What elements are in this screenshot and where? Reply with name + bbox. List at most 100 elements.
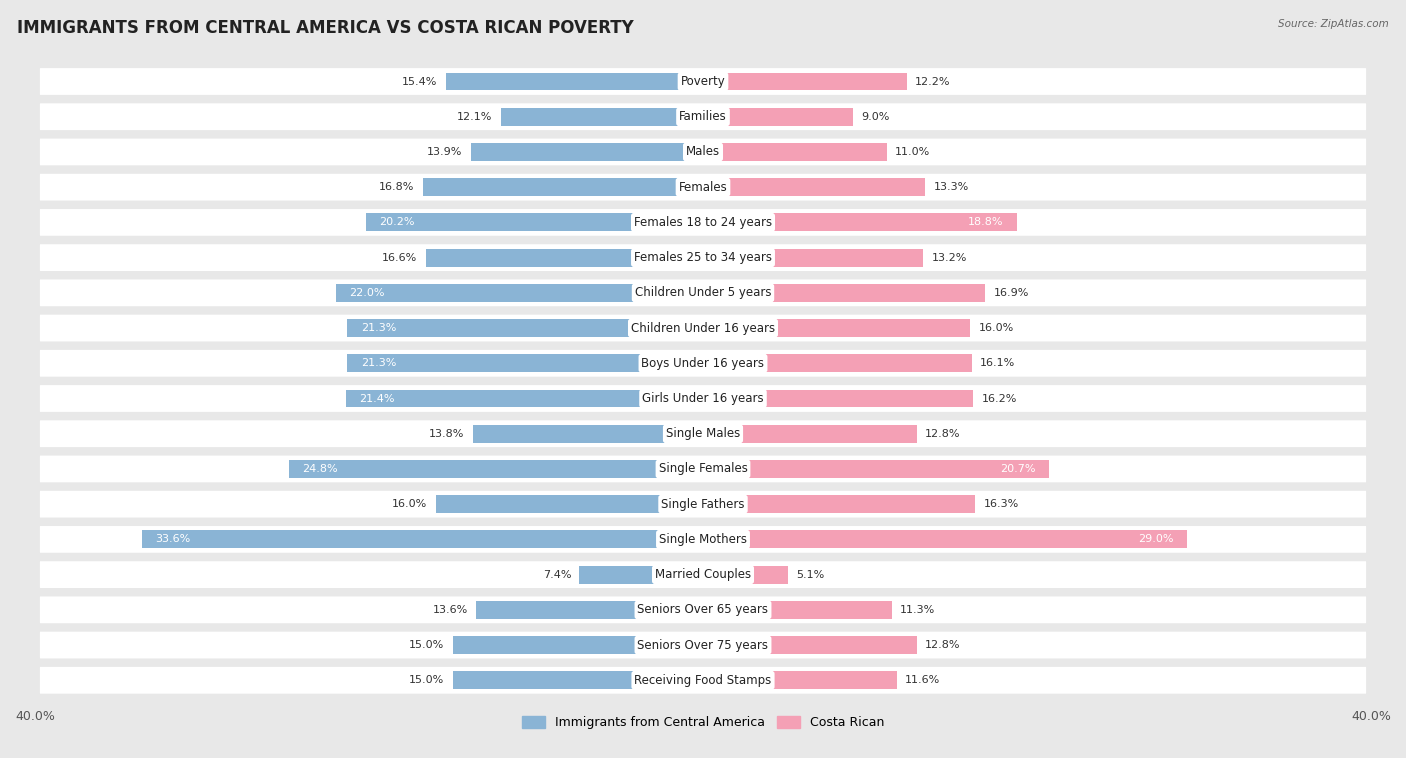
Text: Single Females: Single Females bbox=[658, 462, 748, 475]
Text: Females 25 to 34 years: Females 25 to 34 years bbox=[634, 251, 772, 264]
Text: 16.9%: 16.9% bbox=[994, 288, 1029, 298]
Bar bbox=[336, 284, 703, 302]
Bar bbox=[366, 214, 703, 231]
Text: Girls Under 16 years: Girls Under 16 years bbox=[643, 392, 763, 405]
Bar bbox=[703, 143, 887, 161]
Bar bbox=[703, 565, 789, 584]
Text: Children Under 5 years: Children Under 5 years bbox=[634, 287, 772, 299]
Text: 12.1%: 12.1% bbox=[457, 111, 492, 122]
Text: 12.8%: 12.8% bbox=[925, 640, 960, 650]
Text: 9.0%: 9.0% bbox=[862, 111, 890, 122]
Text: Seniors Over 75 years: Seniors Over 75 years bbox=[637, 638, 769, 652]
Bar bbox=[472, 424, 703, 443]
Bar bbox=[703, 460, 1049, 478]
Text: 16.2%: 16.2% bbox=[981, 393, 1017, 403]
Text: 12.8%: 12.8% bbox=[925, 429, 960, 439]
Text: 5.1%: 5.1% bbox=[796, 569, 825, 580]
Text: 21.4%: 21.4% bbox=[359, 393, 395, 403]
Text: 13.8%: 13.8% bbox=[429, 429, 464, 439]
Text: 13.9%: 13.9% bbox=[427, 147, 463, 157]
Text: 11.0%: 11.0% bbox=[896, 147, 931, 157]
Bar bbox=[453, 636, 703, 654]
Text: 16.6%: 16.6% bbox=[382, 252, 418, 262]
Legend: Immigrants from Central America, Costa Rican: Immigrants from Central America, Costa R… bbox=[517, 711, 889, 735]
Text: Single Mothers: Single Mothers bbox=[659, 533, 747, 546]
Bar bbox=[579, 565, 703, 584]
FancyBboxPatch shape bbox=[39, 280, 1367, 306]
FancyBboxPatch shape bbox=[39, 139, 1367, 165]
Bar bbox=[471, 143, 703, 161]
Text: 15.0%: 15.0% bbox=[409, 675, 444, 685]
Text: Females: Females bbox=[679, 180, 727, 194]
FancyBboxPatch shape bbox=[39, 244, 1367, 271]
Text: Married Couples: Married Couples bbox=[655, 568, 751, 581]
FancyBboxPatch shape bbox=[39, 597, 1367, 623]
Text: 15.4%: 15.4% bbox=[402, 77, 437, 86]
Bar bbox=[703, 108, 853, 126]
Text: 11.6%: 11.6% bbox=[905, 675, 941, 685]
Text: 21.3%: 21.3% bbox=[361, 323, 396, 333]
Text: 29.0%: 29.0% bbox=[1139, 534, 1174, 544]
Text: 11.3%: 11.3% bbox=[900, 605, 935, 615]
Bar bbox=[347, 354, 703, 372]
Text: Source: ZipAtlas.com: Source: ZipAtlas.com bbox=[1278, 19, 1389, 29]
Bar bbox=[703, 636, 917, 654]
FancyBboxPatch shape bbox=[39, 315, 1367, 341]
Text: 20.7%: 20.7% bbox=[1000, 464, 1035, 474]
Bar bbox=[703, 495, 976, 513]
FancyBboxPatch shape bbox=[39, 526, 1367, 553]
Text: Families: Families bbox=[679, 110, 727, 124]
Bar bbox=[426, 249, 703, 267]
Bar bbox=[703, 178, 925, 196]
Text: Males: Males bbox=[686, 146, 720, 158]
Text: 16.0%: 16.0% bbox=[979, 323, 1014, 333]
Bar bbox=[703, 601, 891, 619]
FancyBboxPatch shape bbox=[39, 174, 1367, 201]
Text: 22.0%: 22.0% bbox=[349, 288, 384, 298]
Text: 16.1%: 16.1% bbox=[980, 359, 1015, 368]
Bar bbox=[703, 424, 917, 443]
Bar bbox=[703, 354, 972, 372]
Bar bbox=[703, 214, 1017, 231]
Bar bbox=[347, 319, 703, 337]
FancyBboxPatch shape bbox=[39, 209, 1367, 236]
Text: 33.6%: 33.6% bbox=[155, 534, 191, 544]
Text: 12.2%: 12.2% bbox=[915, 77, 950, 86]
FancyBboxPatch shape bbox=[39, 490, 1367, 518]
Text: Boys Under 16 years: Boys Under 16 years bbox=[641, 357, 765, 370]
Text: 24.8%: 24.8% bbox=[302, 464, 337, 474]
Text: 21.3%: 21.3% bbox=[361, 359, 396, 368]
FancyBboxPatch shape bbox=[39, 350, 1367, 377]
Bar bbox=[703, 249, 924, 267]
FancyBboxPatch shape bbox=[39, 421, 1367, 447]
Text: Receiving Food Stamps: Receiving Food Stamps bbox=[634, 674, 772, 687]
Text: Single Fathers: Single Fathers bbox=[661, 498, 745, 511]
FancyBboxPatch shape bbox=[39, 103, 1367, 130]
Bar bbox=[703, 284, 986, 302]
Bar bbox=[446, 73, 703, 90]
Bar bbox=[501, 108, 703, 126]
Text: Single Males: Single Males bbox=[666, 428, 740, 440]
Bar bbox=[436, 495, 703, 513]
Bar bbox=[703, 319, 970, 337]
Text: 16.3%: 16.3% bbox=[983, 500, 1019, 509]
Bar bbox=[703, 390, 973, 408]
Bar bbox=[475, 601, 703, 619]
FancyBboxPatch shape bbox=[39, 631, 1367, 659]
Bar bbox=[703, 531, 1187, 548]
Text: Children Under 16 years: Children Under 16 years bbox=[631, 321, 775, 334]
Text: 20.2%: 20.2% bbox=[380, 218, 415, 227]
Text: 7.4%: 7.4% bbox=[543, 569, 571, 580]
Text: IMMIGRANTS FROM CENTRAL AMERICA VS COSTA RICAN POVERTY: IMMIGRANTS FROM CENTRAL AMERICA VS COSTA… bbox=[17, 19, 634, 37]
Bar bbox=[422, 178, 703, 196]
Text: 15.0%: 15.0% bbox=[409, 640, 444, 650]
Bar bbox=[703, 672, 897, 689]
Text: Seniors Over 65 years: Seniors Over 65 years bbox=[637, 603, 769, 616]
Bar bbox=[453, 672, 703, 689]
FancyBboxPatch shape bbox=[39, 667, 1367, 694]
Text: 18.8%: 18.8% bbox=[969, 218, 1004, 227]
FancyBboxPatch shape bbox=[39, 456, 1367, 482]
FancyBboxPatch shape bbox=[39, 68, 1367, 95]
Text: Poverty: Poverty bbox=[681, 75, 725, 88]
Text: 13.6%: 13.6% bbox=[432, 605, 468, 615]
